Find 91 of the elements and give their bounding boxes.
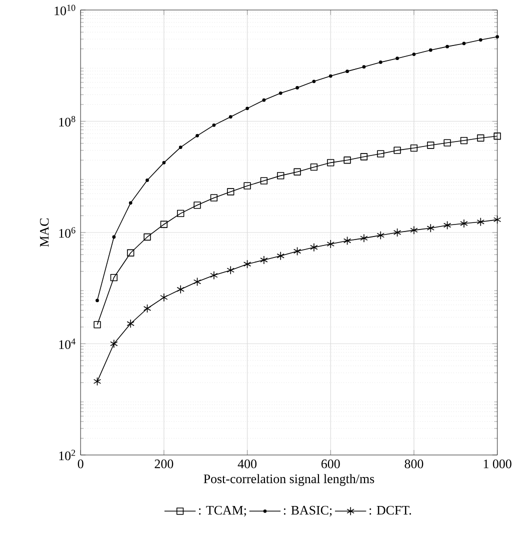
point: [210, 194, 218, 202]
x-tick-label: 200: [154, 460, 174, 468]
point: [410, 144, 418, 152]
point: [127, 249, 134, 256]
x-tick-label: 400: [238, 460, 256, 468]
y-tick-label: 10$^{2}$: [59, 450, 76, 460]
point: [396, 56, 399, 60]
point: [376, 230, 384, 240]
point: [343, 236, 352, 246]
point: [460, 219, 468, 228]
point: [294, 168, 301, 176]
point: [477, 134, 484, 142]
point: [94, 321, 101, 328]
point: [126, 319, 134, 328]
point: [296, 86, 299, 90]
point: [110, 274, 118, 282]
point: [146, 178, 149, 182]
legend-label: : BASIC;: [284, 506, 332, 516]
y-axis-title: MAC: [40, 218, 49, 247]
point: [393, 228, 402, 237]
point: [112, 235, 116, 239]
point: [312, 80, 316, 84]
y-tick-label: 10$^{6}$: [59, 227, 76, 238]
point: [243, 260, 252, 269]
point: [443, 220, 452, 230]
point: [446, 44, 449, 48]
point: [496, 35, 499, 38]
point: [360, 234, 368, 243]
x-tick-label: 1 000: [484, 460, 512, 468]
point: [310, 242, 318, 252]
point: [226, 266, 234, 275]
point: [128, 201, 132, 205]
point: [96, 298, 99, 302]
point: [278, 91, 282, 95]
point: [177, 210, 184, 218]
point: [377, 150, 384, 158]
legend-label: : DCFT.: [370, 506, 412, 515]
point: [394, 146, 401, 154]
point: [293, 246, 302, 256]
point: [160, 293, 168, 302]
point: [360, 153, 368, 160]
point: [210, 270, 218, 280]
point: [110, 339, 118, 348]
point: [494, 132, 501, 140]
point: [193, 277, 202, 286]
point: [410, 226, 418, 235]
point: [260, 177, 268, 184]
point: [344, 156, 351, 164]
point: [262, 98, 266, 102]
point: [362, 65, 366, 69]
point: [212, 123, 216, 127]
x-tick-label: 600: [321, 460, 340, 468]
point: [460, 136, 468, 144]
point: [478, 38, 482, 42]
point: [260, 256, 268, 264]
point: [194, 202, 201, 209]
x-tick-label: 800: [404, 460, 424, 468]
point: [244, 182, 251, 190]
point: [428, 48, 432, 52]
point: [462, 42, 466, 46]
point: [412, 52, 416, 56]
point: [476, 218, 484, 226]
point: [493, 215, 502, 224]
point: [178, 146, 182, 150]
point: [378, 60, 382, 64]
point: [143, 304, 152, 313]
point: [228, 115, 232, 119]
point: [227, 188, 234, 196]
y-tick-label: 10$^{4}$: [59, 338, 76, 349]
y-tick-label: 10$^{8}$: [59, 116, 76, 126]
point: [176, 284, 184, 294]
point: [444, 139, 451, 146]
legend-label: : TCAM;: [199, 506, 246, 516]
point: [276, 251, 284, 260]
point: [426, 224, 434, 232]
y-tick-label: 10$^{10}$: [54, 4, 76, 16]
point: [144, 233, 151, 241]
point: [310, 163, 318, 171]
point: [277, 172, 284, 180]
point: [327, 159, 334, 166]
x-tick-label: 0: [78, 460, 84, 468]
point: [162, 160, 166, 164]
point: [346, 70, 349, 74]
point: [93, 377, 102, 386]
x-axis-title: Post-correlation signal length/ms: [204, 474, 374, 486]
point: [246, 106, 249, 110]
point: [196, 134, 199, 138]
point: [427, 142, 434, 149]
point: [326, 240, 334, 248]
point: [328, 74, 332, 78]
point: [160, 220, 168, 228]
